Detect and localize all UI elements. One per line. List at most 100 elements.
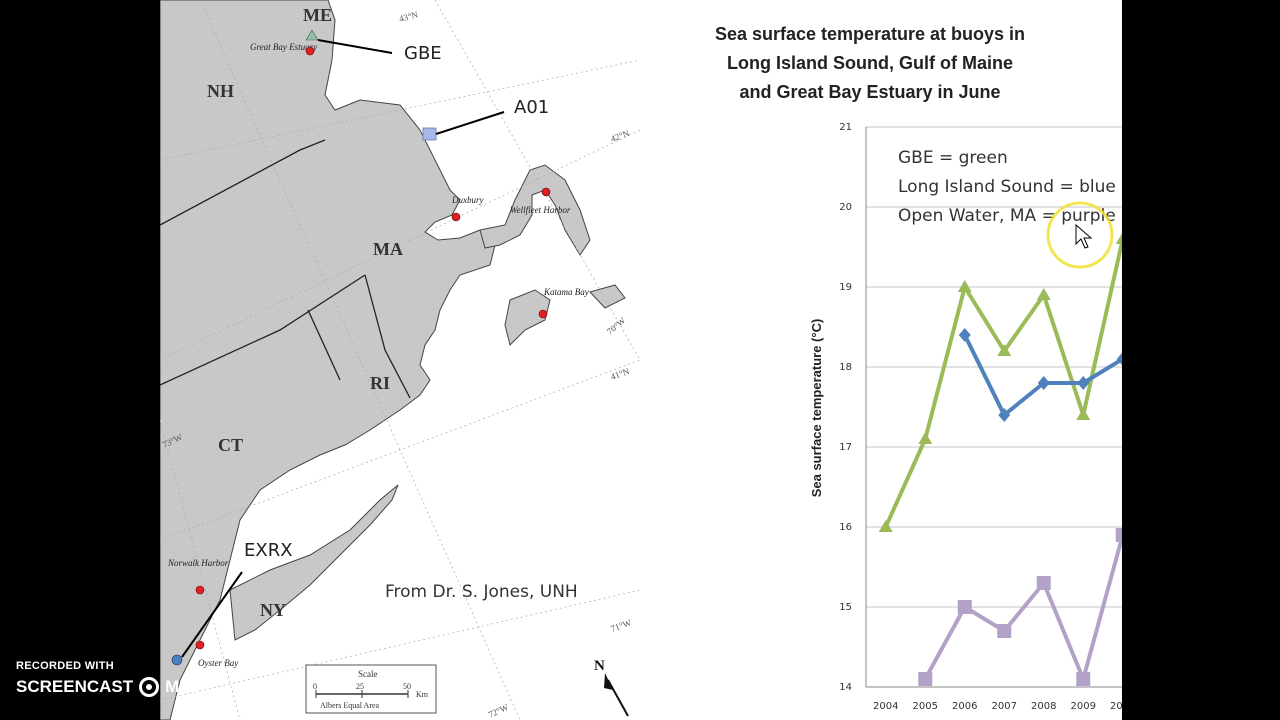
site-label-katama: Katama Bay	[543, 287, 589, 297]
data-point-gbe	[1036, 288, 1051, 300]
a01-callout-line	[435, 111, 505, 135]
site-label-great-bay: Great Bay Estuary	[250, 42, 317, 52]
x-tick-label: 2009	[1071, 701, 1096, 712]
scale-unit: Km	[416, 690, 429, 699]
data-point-gbe	[997, 344, 1012, 356]
series-line-gbe	[883, 237, 1122, 528]
data-point-open-water	[1076, 672, 1091, 686]
watermark-brand: SCREENCAST	[16, 677, 134, 696]
series-line-open-water	[923, 533, 1122, 681]
data-point-gbe	[918, 432, 933, 444]
chart-title-line-2: Long Island Sound, Gulf of Maine	[727, 53, 1013, 73]
site-label-duxbury: Duxbury	[451, 195, 484, 205]
data-point-lis	[1116, 352, 1122, 366]
graticule	[160, 0, 640, 720]
screencast-logo-icon	[139, 677, 160, 697]
data-point-open-water	[997, 624, 1012, 638]
legend-entry-open-water: Open Water, MA = purple	[898, 206, 1116, 226]
series-line-lis	[962, 334, 1122, 417]
x-tick-label: 2008	[1031, 701, 1056, 712]
y-tick-label: 18	[839, 362, 852, 373]
y-tick-label: 19	[839, 282, 852, 293]
site-label-wellfleet: Wellfleet Harbor	[510, 205, 571, 215]
exrx-callout-line	[181, 571, 243, 658]
long-island	[229, 484, 399, 641]
legend-entry-lis: Long Island Sound = blue	[898, 177, 1116, 197]
y-tick-label: 16	[839, 522, 852, 533]
chart-title-line-1: Sea surface temperature at buoys in	[715, 24, 1025, 44]
north-label: N	[594, 658, 605, 674]
site-marker-katama	[538, 309, 548, 319]
marthas-vineyard	[504, 289, 551, 346]
state-label-nh: NH	[207, 81, 234, 101]
data-point-open-water	[1115, 528, 1122, 542]
x-tick-label: 2005	[913, 701, 938, 712]
watermark-line-1: RECORDED WITH	[16, 660, 115, 672]
nantucket	[589, 284, 626, 309]
data-point-gbe	[957, 280, 972, 292]
map: ME NH MA RI CT NY 43°N 42°N 70°W 41°N 73…	[160, 0, 640, 720]
site-marker-duxbury	[451, 212, 461, 222]
site-marker-oyster	[195, 640, 205, 650]
gbe-label: GBE	[404, 43, 442, 64]
data-point-lis	[958, 328, 971, 342]
data-point-lis	[998, 408, 1011, 422]
site-marker-wellfleet	[541, 187, 551, 197]
map-credit: From Dr. S. Jones, UNH	[385, 582, 578, 602]
x-tick-label: 2007	[992, 701, 1017, 712]
lat-label-71w: 71°W	[609, 617, 633, 634]
scale-bar: Scale 0 25 50 Km Albers Equal Area	[305, 664, 437, 714]
scale-tick-50: 50	[403, 682, 411, 691]
lon-label-72w: 72°W	[487, 702, 511, 720]
a01-label: A01	[514, 97, 549, 118]
data-point-open-water	[1036, 576, 1051, 590]
data-point-gbe	[878, 520, 893, 532]
scale-tick-25: 25	[356, 682, 364, 691]
data-point-open-water	[918, 672, 933, 686]
site-label-norwalk: Norwalk Harbor	[167, 558, 229, 568]
scale-tick-0: 0	[313, 682, 317, 691]
cursor-icon	[1075, 223, 1093, 249]
cursor-highlight	[1046, 201, 1114, 269]
mainland	[160, 0, 496, 720]
state-borders	[160, 139, 411, 399]
state-label-ri: RI	[370, 373, 390, 393]
state-label-ny: NY	[260, 600, 286, 620]
lat-label-42n: 42°N	[609, 128, 631, 144]
y-tick-label: 21	[839, 122, 852, 133]
y-axis-label: Sea surface temperature (°C)	[809, 319, 824, 498]
y-tick-label: 17	[839, 442, 852, 453]
lat-label-41n: 41°N	[609, 366, 631, 382]
data-point-gbe	[1076, 408, 1091, 420]
data-point-open-water	[957, 600, 972, 614]
gbe-marker	[305, 29, 319, 41]
watermark-brand-suffix: MATIC	[165, 677, 218, 696]
watermark-line-2: SCREENCAST MATIC	[16, 677, 218, 697]
lon-label-70w: 70°W	[605, 315, 628, 337]
slide: ME NH MA RI CT NY 43°N 42°N 70°W 41°N 73…	[160, 0, 1122, 720]
state-label-ct: CT	[218, 435, 243, 455]
data-point-gbe	[1115, 233, 1122, 244]
y-tick-label: 20	[839, 202, 852, 213]
scale-projection: Albers Equal Area	[320, 701, 380, 710]
legend-entry-gbe: GBE = green	[898, 148, 1008, 168]
exrx-label: EXRX	[244, 540, 293, 561]
site-label-oyster: Oyster Bay	[198, 658, 238, 668]
state-label-ma: MA	[373, 239, 403, 259]
lat-label-43n: 43°N	[398, 9, 420, 24]
cape-cod	[479, 164, 591, 256]
chart-title-line-3: and Great Bay Estuary in June	[739, 82, 1000, 102]
data-point-lis	[1077, 376, 1090, 390]
scale-title: Scale	[358, 669, 378, 679]
site-marker-great-bay	[305, 46, 315, 56]
chart: Sea surface temperature at buoys in Long…	[715, 24, 1122, 712]
state-label-me: ME	[303, 5, 332, 25]
screencast-watermark: RECORDED WITH SCREENCAST MATIC	[16, 660, 218, 697]
exrx-marker	[171, 654, 183, 666]
x-tick-label: 2004	[873, 701, 898, 712]
a01-marker	[422, 127, 437, 141]
site-marker-norwalk	[195, 585, 205, 595]
x-tick-label: 2006	[952, 701, 977, 712]
x-tick-label: 2010	[1110, 701, 1122, 712]
y-tick-label: 15	[839, 602, 852, 613]
